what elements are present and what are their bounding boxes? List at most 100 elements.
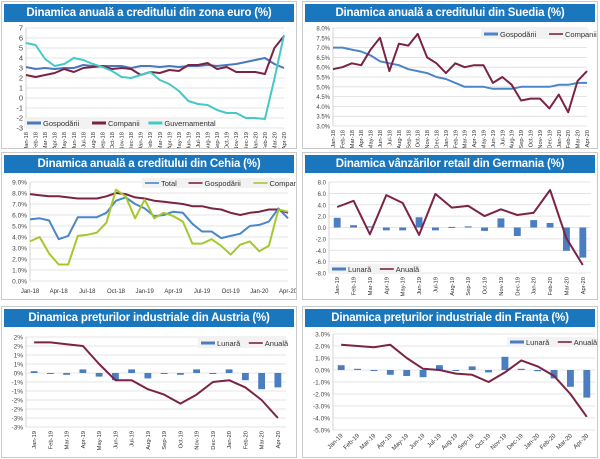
- bar-lunar: [452, 370, 460, 371]
- y-tick-label: -1.0%: [313, 380, 330, 387]
- chart-svg-cehia: 9.0% 8.0% 7.0% 6.0% 5.0% 4.0% 3.0% 2.0% 1.0% 0.0%…: [12, 178, 297, 295]
- bar-lunar: [337, 365, 345, 370]
- legend: Gospodării Companii Guvernamental: [24, 118, 216, 128]
- x-tick-label: Mar-18: [350, 130, 356, 148]
- x-tick-label: Oct-19: [178, 431, 184, 448]
- bar-lunar: [481, 227, 489, 231]
- x-tick-label: Dec-19: [515, 277, 521, 296]
- series-line-companii: [25, 35, 285, 78]
- y-tick-label: 0.0%: [315, 368, 330, 375]
- legend-label: Companii: [565, 30, 597, 39]
- y-tick-label: -6.0: [316, 260, 327, 266]
- bar-lunar: [431, 227, 439, 231]
- x-tick-label: Apr-20: [581, 277, 587, 294]
- bar-lunar: [448, 226, 456, 228]
- x-tick-label: Jan-19: [444, 130, 450, 148]
- x-tick-label: Feb-20: [539, 432, 558, 451]
- y-tick-label: 4.0%: [12, 235, 27, 242]
- x-tick-label: Jan-19: [32, 431, 38, 449]
- chart-panel-suedia: Dinamica anuală a creditului din Suedia …: [302, 1, 598, 149]
- bar-lunar: [333, 217, 341, 228]
- bar-lunar: [176, 373, 184, 375]
- x-tick-label: Apr-20: [585, 130, 591, 147]
- chart-panel-austria: Dinamica prețurilor industriale din Aust…: [1, 306, 297, 458]
- x-tick-label: Mar-19: [65, 431, 71, 449]
- legend-label: Lunară: [217, 339, 241, 348]
- bar-lunar: [501, 356, 509, 370]
- legend-label: Companii: [108, 119, 140, 128]
- legend-background: [329, 264, 421, 274]
- y-tick-label: 2%: [14, 344, 24, 351]
- bar-lunar: [241, 373, 249, 381]
- legend: Lunară Anuală: [329, 264, 421, 274]
- bar-lunar: [468, 366, 476, 370]
- x-tick-label: May-19: [97, 431, 103, 450]
- chart-title: Dinamica anuală a creditului din Suedia …: [305, 4, 595, 22]
- bar-lunar: [583, 370, 591, 398]
- x-tick-label: Jul-19: [500, 130, 506, 146]
- x-tick-label: Jul-18: [387, 130, 393, 146]
- chart-svg-austria: 2% 2% 1% 1% 0% -1% -1% -2% -2% -3% -3% Jan-19 Feb-19…: [11, 335, 289, 451]
- chart-title: Dinamica prețurilor industriale din Aust…: [4, 309, 294, 327]
- y-tick-label: 4.5%: [316, 95, 330, 101]
- y-tick-label: -3: [16, 124, 23, 133]
- bar-lunar: [128, 369, 136, 373]
- bar-lunar: [550, 370, 558, 379]
- series-line-companii: [332, 32, 588, 114]
- chart-panel-germania: Dinamica vânzărilor retail din Germania …: [302, 152, 598, 300]
- legend: Gospodării Companii: [481, 29, 597, 39]
- x-tick-label: Mar-19: [359, 432, 378, 451]
- legend-label: Gospodării: [500, 30, 537, 39]
- x-tick-label: Jan-19: [326, 432, 345, 451]
- x-tick-label: Jun-19: [417, 277, 423, 295]
- y-tick-label: 5.0%: [12, 224, 27, 231]
- y-tick-label: 1.0%: [315, 356, 330, 363]
- legend-label: Guvernamental: [164, 119, 216, 128]
- x-tick-label: Mar-20: [564, 277, 570, 295]
- y-tick-label: -1%: [11, 389, 23, 396]
- y-tick-label: -2.0%: [313, 392, 330, 399]
- x-tick-label: Jan-19: [139, 132, 145, 148]
- x-tick-label: Apr-18: [50, 289, 69, 295]
- y-tick-label: 1%: [14, 362, 24, 369]
- x-tick-label: Apr-19: [81, 431, 87, 448]
- legend-background: [24, 118, 214, 128]
- x-tick-label: Oct-19: [222, 289, 241, 295]
- series-line-anual: [341, 343, 588, 418]
- x-tick-label: Dec-19: [244, 132, 250, 148]
- chart-panel-cehia: Dinamica anuală a creditului din Cehia (…: [1, 152, 297, 300]
- x-tick-label: Nov-19: [538, 130, 544, 148]
- x-tick-label: Jul-19: [194, 289, 211, 295]
- legend-label: Total: [161, 179, 177, 188]
- x-tick-label: Sep-18: [406, 130, 412, 148]
- x-tick-label: Oct-18: [107, 289, 126, 295]
- series-line-anual: [336, 189, 584, 266]
- chart-svg-franta: 3.0% 2.0% 1.0% 0.0% -1.0% -2.0% -3.0% -4.0% -5.0…: [313, 332, 597, 453]
- y-tick-label: 0.0: [318, 226, 327, 232]
- y-tick-label: 0%: [14, 371, 24, 378]
- x-tick-label: Jun-19: [408, 432, 427, 451]
- x-tick-label: May-19: [482, 130, 488, 148]
- y-tick-label: 0.0%: [12, 279, 27, 286]
- legend: Lunară Anuală: [507, 337, 597, 347]
- y-tick-label: 1.0%: [12, 268, 27, 275]
- y-tick-label: 6.0: [318, 192, 327, 198]
- x-tick-label: Apr-20: [282, 132, 288, 148]
- y-tick-label: -3.0%: [313, 404, 330, 411]
- x-tick-label: Feb-19: [352, 277, 358, 295]
- x-tick-label: Apr-20: [279, 289, 296, 295]
- x-tick-label: Jan-20: [532, 277, 538, 295]
- y-tick-label: -8.0: [316, 272, 327, 278]
- y-tick-label: 6.0%: [316, 66, 330, 72]
- x-tick-label: Jun-19: [186, 132, 192, 148]
- legend-label: Companii: [270, 179, 297, 188]
- x-tick-label: Apr-19: [164, 289, 183, 295]
- y-tick-label: 7.5%: [316, 36, 330, 42]
- bar-lunar: [46, 373, 54, 374]
- bar-lunar: [354, 368, 362, 370]
- y-tick-label: 6: [19, 34, 23, 43]
- x-tick-label: Feb-18: [340, 130, 346, 148]
- bar-lunar: [111, 373, 119, 381]
- chart-svg-suedia: 8.0% 7.5% 7.0% 6.5% 6.0% 5.5% 5.0% 4.5% 4.0% 3.5%…: [316, 27, 597, 149]
